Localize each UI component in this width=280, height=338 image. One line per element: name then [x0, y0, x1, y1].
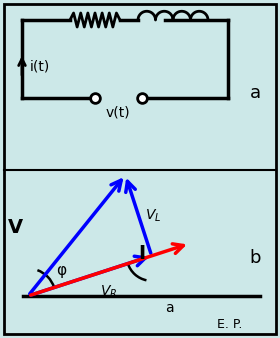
Text: L: L — [168, 0, 178, 2]
Text: φ: φ — [56, 263, 66, 277]
Text: b: b — [249, 249, 261, 267]
Text: E. P.: E. P. — [217, 317, 243, 331]
Text: v(t): v(t) — [106, 105, 130, 119]
Text: i(t): i(t) — [30, 59, 50, 73]
Text: $V_L$: $V_L$ — [144, 207, 161, 224]
Text: $V_R$: $V_R$ — [100, 284, 117, 300]
Text: I: I — [138, 244, 145, 263]
Text: R: R — [89, 0, 101, 2]
Text: a: a — [165, 301, 174, 315]
Text: a: a — [249, 84, 261, 102]
Text: V: V — [8, 218, 23, 237]
